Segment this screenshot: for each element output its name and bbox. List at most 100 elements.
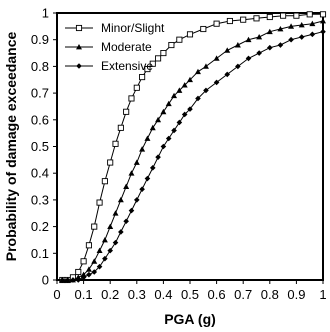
data-point-moderate xyxy=(194,68,201,75)
data-point-minor-slight xyxy=(80,258,87,265)
series-moderate xyxy=(59,18,326,283)
data-point-extensive xyxy=(160,143,167,150)
data-point-moderate xyxy=(107,223,114,229)
y-axis-title: Probability of damage exceedance xyxy=(3,32,19,262)
data-point-extensive xyxy=(80,274,87,281)
data-point-extensive xyxy=(96,263,103,270)
data-point-moderate xyxy=(298,22,305,28)
data-point-moderate xyxy=(176,87,183,93)
data-point-minor-slight xyxy=(101,178,108,185)
data-point-moderate xyxy=(155,116,162,123)
data-point-moderate xyxy=(288,23,295,29)
data-point-minor-slight xyxy=(75,268,82,276)
data-point-moderate xyxy=(96,247,103,254)
y-tick-label: 0.3 xyxy=(31,192,49,207)
data-point-minor-slight xyxy=(306,11,313,18)
data-point-moderate xyxy=(91,258,98,264)
data-point-minor-slight xyxy=(240,16,247,23)
data-point-moderate xyxy=(133,159,140,165)
data-point-extensive xyxy=(298,34,305,40)
y-tick-label: 0.4 xyxy=(31,166,49,181)
data-point-moderate xyxy=(160,108,167,115)
data-point-moderate xyxy=(202,63,209,69)
y-tick-label: 1 xyxy=(42,6,49,21)
data-point-minor-slight xyxy=(133,84,140,91)
data-point-moderate xyxy=(80,271,87,278)
data-point-minor-slight xyxy=(253,15,260,22)
data-point-minor-slight xyxy=(139,74,146,81)
series-layer xyxy=(59,11,327,284)
data-point-moderate xyxy=(112,210,119,216)
data-point-extensive xyxy=(134,197,140,203)
data-point-moderate xyxy=(234,42,241,48)
data-point-moderate xyxy=(117,196,124,203)
data-point-minor-slight xyxy=(117,124,124,131)
y-tick-label: 0 xyxy=(42,273,49,288)
legend-label: Minor/Slight xyxy=(101,21,165,35)
data-point-moderate xyxy=(309,20,316,27)
x-tick-label: 0.9 xyxy=(287,287,305,302)
data-point-extensive xyxy=(171,127,177,134)
x-tick-label: 0.4 xyxy=(154,287,172,302)
data-point-moderate xyxy=(165,100,172,107)
y-tick-label: 0.5 xyxy=(31,139,49,154)
data-point-extensive xyxy=(320,28,326,35)
data-point-minor-slight xyxy=(176,36,183,43)
data-point-extensive xyxy=(267,44,273,51)
legend-swatch-marker xyxy=(76,63,82,69)
legend-label: Moderate xyxy=(101,40,152,54)
data-point-extensive xyxy=(155,154,161,160)
data-point-minor-slight xyxy=(280,12,287,19)
legend-swatch-marker xyxy=(76,44,82,50)
y-tick-label: 0.1 xyxy=(31,246,49,261)
data-point-minor-slight xyxy=(168,41,175,49)
data-point-extensive xyxy=(139,186,145,193)
data-point-extensive xyxy=(64,277,71,283)
data-point-moderate xyxy=(187,76,193,83)
data-point-extensive xyxy=(59,277,66,283)
data-point-minor-slight xyxy=(200,25,207,33)
data-point-extensive xyxy=(102,255,108,262)
data-point-moderate xyxy=(181,82,188,88)
data-point-minor-slight xyxy=(155,55,162,62)
x-tick-label: 0.7 xyxy=(234,287,252,302)
legend: Minor/Slight Moderate Extensive xyxy=(65,21,165,73)
data-point-extensive xyxy=(176,119,183,126)
data-point-minor-slight xyxy=(160,50,167,57)
data-point-moderate xyxy=(123,183,130,189)
data-point-extensive xyxy=(181,111,188,118)
data-point-moderate xyxy=(245,36,252,43)
data-point-extensive xyxy=(235,63,241,70)
data-point-moderate xyxy=(171,92,178,99)
data-point-moderate xyxy=(320,18,326,24)
data-point-minor-slight xyxy=(85,242,92,249)
data-point-minor-slight xyxy=(112,140,119,147)
data-point-minor-slight xyxy=(144,66,151,73)
x-axis-title: PGA (g) xyxy=(164,311,216,327)
data-point-extensive xyxy=(213,79,220,86)
data-point-minor-slight xyxy=(123,108,130,115)
data-point-extensive xyxy=(309,31,316,38)
series-extensive xyxy=(59,28,326,283)
x-tick-label: 1 xyxy=(319,287,326,302)
data-point-extensive xyxy=(224,71,231,78)
data-point-minor-slight xyxy=(226,17,233,25)
y-tick-label: 0.7 xyxy=(31,86,49,101)
data-point-extensive xyxy=(149,165,156,171)
data-point-moderate xyxy=(85,266,92,272)
x-tick-label: 0.6 xyxy=(208,287,226,302)
data-point-extensive xyxy=(75,277,82,283)
data-point-minor-slight xyxy=(186,31,194,38)
data-point-extensive xyxy=(256,50,262,56)
legend-label: Extensive xyxy=(101,59,153,73)
x-tick-label: 0.3 xyxy=(128,287,146,302)
legend-item-moderate: Moderate xyxy=(65,40,152,54)
data-point-extensive xyxy=(91,269,98,275)
series-minor-slight xyxy=(59,11,327,284)
data-point-extensive xyxy=(70,277,76,283)
data-point-extensive xyxy=(288,36,294,43)
data-point-extensive xyxy=(118,229,124,235)
x-tick-label: 0 xyxy=(53,287,60,302)
